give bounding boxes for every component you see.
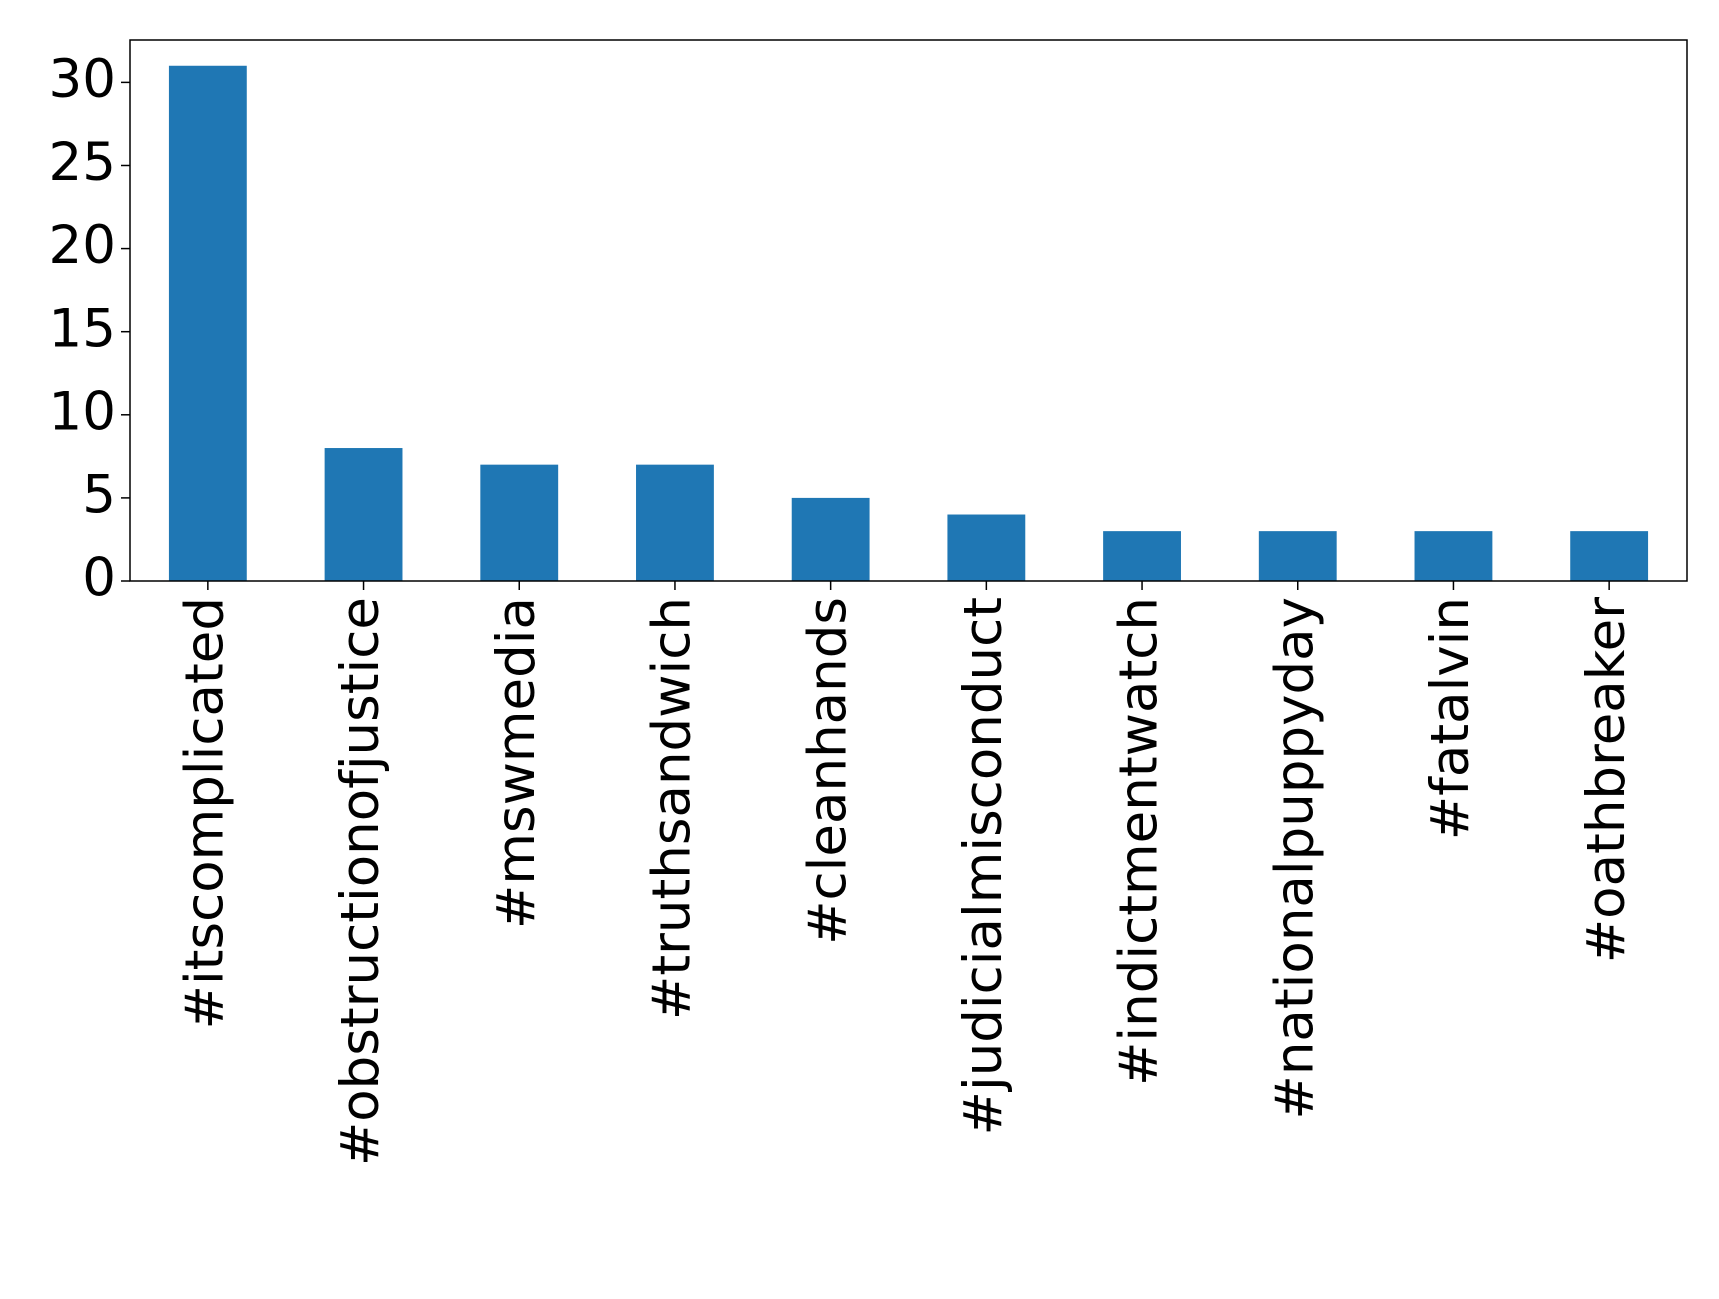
bar bbox=[324, 448, 403, 581]
x-tick-label: #itscomplicated bbox=[174, 597, 235, 1029]
x-tick-label: #truthsandwich bbox=[642, 597, 703, 1020]
bar bbox=[791, 497, 870, 581]
bar bbox=[1103, 531, 1181, 581]
bar bbox=[168, 65, 247, 581]
y-tick-label: 25 bbox=[49, 132, 116, 193]
bar bbox=[480, 464, 559, 581]
plot-frame bbox=[129, 39, 1688, 582]
y-tick-label: 0 bbox=[82, 548, 116, 609]
y-tick-label: 10 bbox=[49, 381, 116, 442]
bar bbox=[636, 464, 714, 581]
y-tick-label: 5 bbox=[82, 465, 116, 526]
x-tick-label: #judicialmisconduct bbox=[953, 597, 1014, 1135]
x-tick-label: #nationalpuppyday bbox=[1264, 597, 1325, 1120]
bar bbox=[947, 514, 1026, 581]
x-tick-label: #fatalvin bbox=[1420, 597, 1481, 840]
y-tick-label: 30 bbox=[49, 49, 116, 110]
x-tick-label: #obstructionofjustice bbox=[330, 597, 391, 1166]
x-tick-label: #indictmentwatch bbox=[1109, 597, 1170, 1086]
y-tick-label: 20 bbox=[49, 215, 116, 276]
bar bbox=[1570, 531, 1649, 581]
x-tick-label: #oathbreaker bbox=[1576, 597, 1637, 963]
bar bbox=[1258, 531, 1337, 581]
x-tick-label: #cleanhands bbox=[797, 597, 858, 945]
bar bbox=[1414, 531, 1493, 581]
y-tick-label: 15 bbox=[49, 298, 116, 359]
x-tick-label: #mswmedia bbox=[486, 597, 547, 929]
